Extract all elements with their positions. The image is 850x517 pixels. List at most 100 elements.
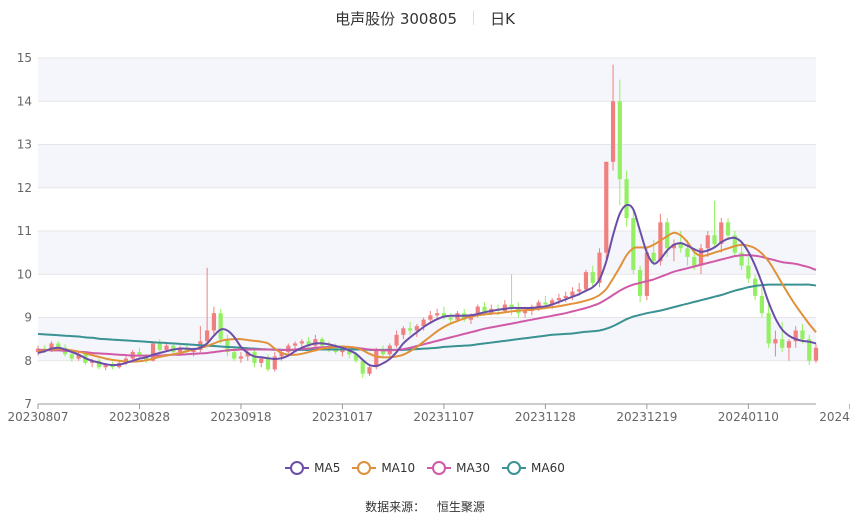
candle-body [651, 252, 656, 262]
candle-body [435, 313, 440, 316]
candle-body [509, 304, 514, 309]
series-line-ma10 [37, 231, 817, 363]
candle [725, 218, 731, 240]
y-tick-label: 11 [17, 224, 32, 238]
candle [238, 352, 244, 363]
candle-body [367, 367, 372, 374]
y-tick-label: 9 [24, 311, 32, 325]
candle [780, 321, 785, 353]
candle [719, 218, 724, 253]
candle-body [482, 306, 487, 314]
candle [807, 334, 812, 366]
legend-label: MA5 [314, 461, 341, 475]
candle-body [556, 298, 562, 301]
candle [360, 358, 365, 379]
legend-item-ma60[interactable]: MA60 [502, 461, 565, 475]
candle-body [191, 349, 196, 353]
candle-body [604, 161, 609, 253]
candle-body [739, 252, 744, 266]
candle-body [786, 341, 792, 348]
legend-item-ma30[interactable]: MA30 [427, 461, 490, 475]
legend-item-ma5[interactable]: MA5 [285, 461, 340, 475]
candle-body [597, 252, 602, 283]
legend-marker-icon [427, 461, 452, 475]
candle [286, 343, 291, 355]
candle-body [272, 356, 277, 370]
candle [407, 321, 413, 335]
y-tick-label: 13 [17, 138, 32, 152]
candle [292, 341, 298, 350]
candle-body [360, 360, 365, 374]
candle [320, 336, 325, 348]
candle [705, 231, 710, 257]
candle-body [644, 252, 649, 296]
x-tick-label: 20230918 [210, 410, 271, 424]
candle-body [658, 222, 663, 262]
candle-body [563, 295, 568, 299]
legend-label: MA60 [531, 461, 565, 475]
candle [157, 339, 162, 353]
candle-body [245, 352, 250, 357]
candle [739, 243, 744, 270]
candle [671, 239, 677, 262]
candle [252, 347, 257, 368]
legend-marker-icon [285, 461, 310, 475]
candle [299, 339, 304, 348]
candle-body [265, 358, 271, 370]
candle-body [631, 218, 636, 270]
candle [367, 365, 372, 376]
candle-body [137, 352, 142, 357]
candle-body [69, 354, 74, 359]
candle-body [448, 317, 453, 320]
x-tick-label: 20231017 [312, 410, 373, 424]
plot-background: 7 8 9 10 11 12 13 14 15 [17, 51, 816, 411]
candle [211, 306, 216, 335]
x-tick-label: 20230828 [109, 410, 170, 424]
x-tick-label: 20240130 [819, 410, 850, 424]
series-line-ma5 [37, 203, 817, 368]
y-tick-label: 14 [17, 94, 32, 108]
candle-body [76, 354, 81, 359]
candle-body [753, 278, 758, 296]
candle-body [773, 339, 778, 344]
candle [773, 330, 778, 357]
candle-body [719, 222, 724, 244]
candle-body [56, 343, 61, 348]
candle-body [766, 313, 771, 344]
x-tick-label: 20240110 [718, 410, 779, 424]
legend-item-ma10[interactable]: MA10 [352, 461, 415, 475]
candle-body [725, 222, 731, 236]
stock-name: 电声股份 300805 [335, 9, 458, 28]
candle-body [732, 235, 737, 253]
source-label: 数据来源： [365, 500, 426, 514]
candle-body [340, 349, 345, 353]
candle-body [685, 248, 690, 257]
candle-body [421, 319, 426, 327]
candle [218, 308, 223, 344]
candle-body [746, 265, 751, 279]
candle [604, 161, 609, 262]
candle [502, 300, 507, 314]
y-tick-label: 10 [17, 267, 32, 281]
candle [96, 358, 101, 370]
candle-body [577, 289, 582, 292]
candle [759, 287, 764, 318]
legend-marker-icon [352, 461, 377, 475]
candle-body [624, 179, 629, 219]
candle [225, 334, 230, 357]
candle-body [218, 313, 223, 340]
legend-label: MA10 [381, 461, 416, 475]
candle-body [475, 306, 480, 316]
candle [712, 200, 717, 249]
candle-body [678, 243, 683, 249]
candle [793, 326, 798, 348]
candle-body [394, 334, 399, 346]
candle [272, 352, 277, 372]
y-tick-label: 12 [17, 181, 32, 195]
candle [685, 239, 690, 266]
candle-body [780, 339, 785, 348]
candle-body [401, 328, 406, 335]
candle-body [259, 358, 264, 363]
candle-body [522, 311, 528, 314]
candle-body [157, 343, 162, 350]
